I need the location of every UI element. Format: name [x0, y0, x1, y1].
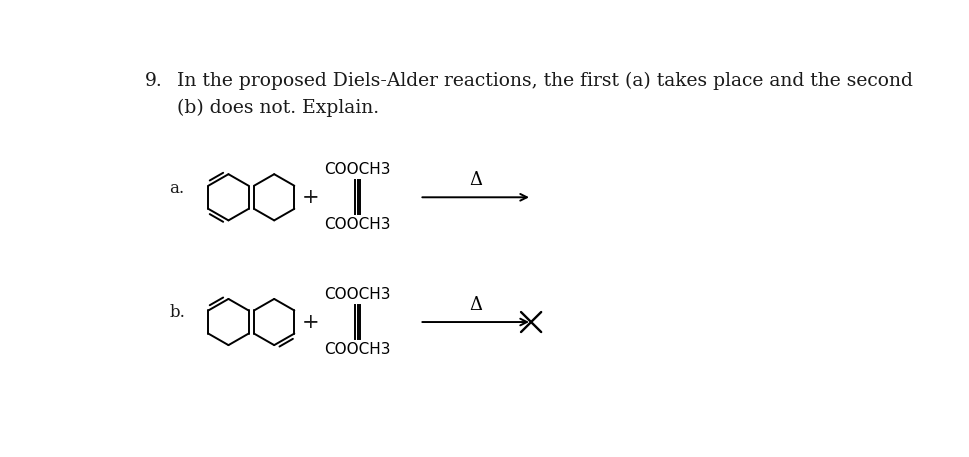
Text: 9.: 9. [144, 72, 162, 90]
Text: Δ: Δ [469, 171, 483, 189]
Text: Δ: Δ [469, 296, 483, 314]
Text: +: + [302, 313, 320, 331]
Text: In the proposed Diels-Alder reactions, the first (a) takes place and the second: In the proposed Diels-Alder reactions, t… [177, 72, 913, 90]
Text: a.: a. [170, 180, 184, 197]
Text: COOCH3: COOCH3 [325, 218, 391, 232]
Text: (b) does not. Explain.: (b) does not. Explain. [177, 99, 379, 117]
Text: b.: b. [170, 304, 185, 321]
Text: COOCH3: COOCH3 [325, 162, 391, 177]
Text: +: + [302, 188, 320, 207]
Text: COOCH3: COOCH3 [325, 287, 391, 302]
Text: COOCH3: COOCH3 [325, 342, 391, 357]
